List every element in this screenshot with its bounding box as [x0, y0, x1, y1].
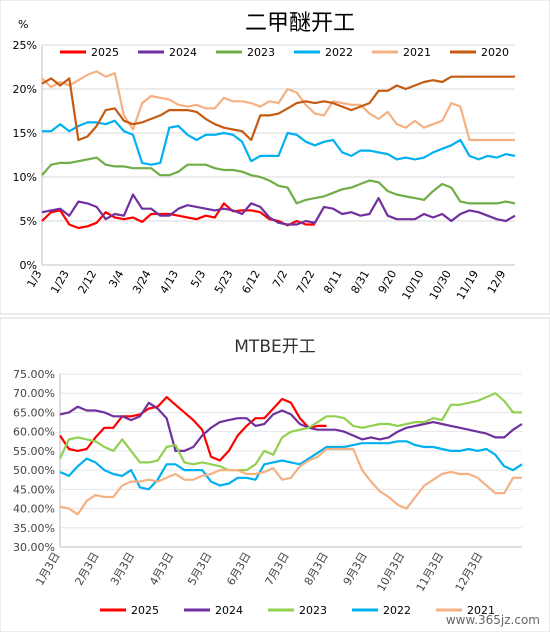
chart-dme-grid	[41, 44, 515, 266]
legend-label-2025: 2025	[131, 604, 159, 617]
legend-label-2021: 2021	[467, 604, 495, 617]
ytick-label: 35.00%	[13, 522, 55, 535]
legend-label-2023: 2023	[247, 46, 275, 59]
series-line-2021	[41, 70, 515, 142]
legend-label-2024: 2024	[169, 46, 197, 59]
chart-dme-title: 二甲醚开工	[245, 11, 355, 36]
legend-label-2025: 2025	[91, 46, 119, 59]
ytick-label: 5%	[20, 215, 37, 228]
series-line-2023	[41, 156, 516, 205]
legend-label-2022: 2022	[325, 46, 353, 59]
chart-dme: 二甲醚开工 % 0%5%10%15%20%25% 1/3 1/23 2/12 3/4 3…	[0, 0, 550, 315]
watermark-text: www.365jz.com	[446, 613, 540, 627]
series-line-2024	[59, 401, 523, 452]
ytick-label: 50.00%	[13, 464, 55, 477]
chart-mtbe-legend: 2025 2024 2023 2022 2021	[100, 604, 495, 617]
series-line-2022	[42, 119, 516, 166]
legend-label-2022: 2022	[383, 604, 411, 617]
chart-mtbe-title: MTBE开工	[234, 337, 315, 357]
chart-dme-ylabel: %	[18, 18, 28, 31]
legend-label-2023: 2023	[299, 604, 327, 617]
ytick-label: 15%	[13, 127, 37, 140]
ytick-label: 10%	[13, 171, 37, 184]
series-line-2025	[41, 202, 315, 230]
chart-dme-legend: 2025 2024 2023 2022 2021 2020	[60, 46, 509, 59]
ytick-label: 30.00%	[13, 541, 55, 554]
chart-mtbe: MTBE开工 30.00% 35.00% 40.00% 45.00% 50.00% 55.…	[0, 317, 550, 632]
ytick-label: 25%	[13, 39, 37, 52]
ytick-label: 45.00%	[13, 483, 55, 496]
legend-label-2024: 2024	[215, 604, 243, 617]
chart-mtbe-grid	[59, 373, 522, 548]
series-line-2020	[41, 75, 515, 142]
series-line-2023	[59, 392, 522, 472]
ytick-label: 20%	[13, 83, 37, 96]
ytick-label: 55.00%	[13, 445, 55, 458]
chart-mtbe-border	[0, 317, 550, 632]
legend-label-2021: 2021	[403, 46, 431, 59]
legend-label-2020: 2020	[481, 46, 509, 59]
ytick-label: 0%	[20, 259, 37, 272]
chart-mtbe-yticks: 30.00% 35.00% 40.00% 45.00% 50.00% 55.00% 60.0…	[13, 368, 55, 554]
series-line-2024	[41, 193, 516, 226]
ytick-label: 65.00%	[13, 406, 55, 419]
ytick-label: 70.00%	[13, 387, 55, 400]
chart-dme-series	[41, 70, 516, 230]
chart-mtbe-series	[59, 392, 523, 516]
ytick-label: 40.00%	[13, 503, 55, 516]
ytick-label: 75.00%	[13, 368, 55, 381]
series-line-2025	[59, 396, 327, 462]
chart-dme-yticks: 0% 5% 10% 15% 20% 25%	[13, 39, 37, 272]
series-line-2021	[59, 447, 522, 516]
ytick-label: 60.00%	[13, 426, 55, 439]
